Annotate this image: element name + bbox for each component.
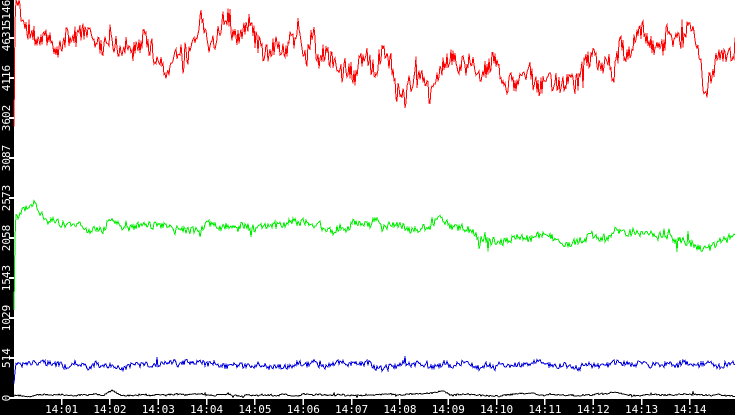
x-tick-label: 14:13	[625, 403, 658, 415]
x-tick-label: 14:11	[528, 403, 561, 415]
y-tick-label: 2058	[0, 225, 13, 252]
x-tick-label: 14:09	[432, 403, 465, 415]
x-tick-label: 14:06	[287, 403, 320, 415]
series-lines	[13, 0, 735, 399]
y-axis-ticks	[9, 37, 14, 399]
green-series-line	[13, 198, 735, 311]
black-series-line	[13, 389, 735, 399]
y-tick-label: 2573	[0, 185, 13, 212]
x-tick-label: 14:01	[45, 403, 78, 415]
y-tick-label: 4631	[0, 25, 13, 52]
blue-series-line	[13, 355, 735, 384]
x-tick-label: 14:07	[335, 403, 368, 415]
x-axis-ticks	[60, 399, 691, 405]
red-series-line	[13, 0, 735, 127]
y-tick-label: 1029	[0, 305, 13, 332]
y-tick-label: 5146	[0, 0, 13, 26]
x-axis-labels: 14:01 14:02 14:03 14:04 14:05 14:06 14:07 14:08…	[45, 403, 707, 415]
x-tick-label: 14:03	[142, 403, 175, 415]
x-tick-label: 14:12	[577, 403, 610, 415]
plot-background	[14, 0, 735, 399]
x-tick-label: 14:08	[383, 403, 416, 415]
y-tick-label: 3087	[0, 145, 13, 172]
y-tick-label: 3602	[0, 105, 13, 132]
x-tick-label: 14:05	[238, 403, 271, 415]
y-tick-label: 514	[0, 348, 13, 368]
y-tick-label: 0	[0, 395, 13, 402]
x-tick-label: 14:02	[93, 403, 126, 415]
y-tick-label: 1543	[0, 265, 13, 292]
x-tick-label: 14:14	[673, 403, 706, 415]
y-tick-label: 4116	[0, 65, 13, 92]
x-tick-label: 14:04	[190, 403, 223, 415]
x-tick-label: 14:10	[480, 403, 513, 415]
